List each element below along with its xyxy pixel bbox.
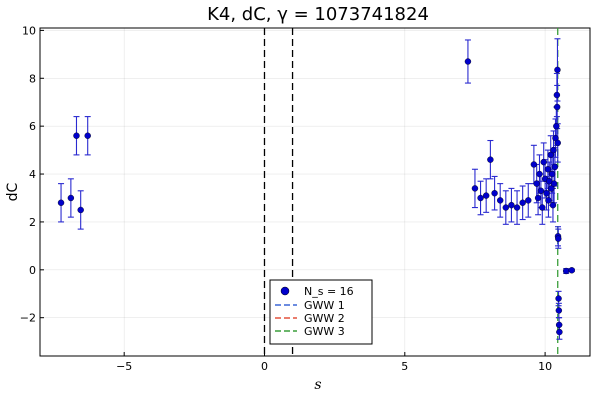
legend-label-gww3: GWW 3 [304, 325, 345, 338]
data-point [550, 180, 558, 187]
data-point [540, 158, 547, 166]
y-tick-label: 2 [29, 216, 36, 229]
data-point [471, 185, 479, 192]
data-point [555, 307, 563, 314]
data-point [551, 163, 559, 171]
data-point [534, 194, 542, 202]
data-point [482, 192, 490, 199]
data-point [73, 132, 80, 139]
x-axis-label: s [314, 377, 321, 393]
data-point [77, 206, 84, 214]
points [57, 58, 575, 336]
data-point [548, 185, 555, 192]
data-point [553, 103, 561, 111]
data-point [513, 204, 521, 211]
data-point [553, 122, 560, 130]
data-point [568, 267, 575, 274]
data-point [543, 189, 550, 197]
data-point [502, 204, 510, 211]
x-tick-label: 5 [401, 360, 408, 373]
x-axis-ticks: −5 0 5 10 [116, 352, 552, 373]
data-point [536, 170, 543, 178]
y-axis-label: dC [5, 182, 21, 201]
legend-item-gww1: GWW 1 [275, 299, 345, 312]
y-tick-label: 8 [29, 72, 36, 85]
data-point [464, 58, 472, 65]
data-point [84, 132, 91, 139]
data-point [497, 197, 504, 204]
legend-marker-series [280, 286, 290, 296]
data-point [554, 66, 561, 74]
data-point [533, 180, 540, 187]
y-tick-label: 6 [29, 120, 36, 133]
legend: N_s = 16 GWW 1 GWW 2 GWW 3 [269, 279, 373, 345]
legend-item-gww2: GWW 2 [275, 312, 345, 325]
legend-label-series: N_s = 16 [304, 285, 354, 298]
legend-label-gww2: GWW 2 [304, 312, 345, 325]
data-point [57, 199, 65, 206]
data-point [554, 139, 561, 147]
x-tick-label: 0 [261, 360, 268, 373]
x-tick-label: 10 [538, 360, 552, 373]
data-point [67, 194, 75, 202]
data-point [549, 201, 557, 209]
data-point [555, 321, 563, 329]
data-point [553, 91, 561, 99]
y-tick-label: 4 [29, 168, 36, 181]
data-point [491, 189, 498, 197]
y-axis-ticks: −2 0 2 4 6 8 10 [20, 24, 44, 325]
legend-label-gww1: GWW 1 [304, 299, 345, 312]
chart-title: K4, dC, γ = 1073741824 [207, 4, 429, 25]
x-tick-label: −5 [116, 360, 132, 373]
plot-area [39, 27, 591, 357]
data-point [544, 166, 552, 173]
y-tick-label: 10 [22, 24, 36, 37]
data-point [556, 328, 563, 336]
grid [40, 28, 590, 356]
y-tick-label: 0 [29, 264, 36, 277]
data-point [525, 197, 532, 204]
data-point [555, 295, 562, 302]
data-point [548, 170, 556, 178]
plot-frame [39, 27, 591, 357]
data-point [562, 267, 570, 275]
data-point [519, 199, 526, 206]
data-point [545, 197, 552, 204]
data-point [539, 204, 546, 211]
data-point [508, 201, 515, 209]
data-point [547, 151, 554, 159]
data-point [537, 187, 545, 195]
y-tick-label: −2 [20, 312, 36, 325]
legend-item-series: N_s = 16 [280, 285, 354, 298]
data-point [477, 194, 484, 202]
data-point [555, 235, 562, 242]
legend-item-gww3: GWW 3 [275, 325, 345, 338]
data-point [550, 146, 557, 154]
data-point [530, 161, 538, 168]
data-point [487, 156, 494, 163]
